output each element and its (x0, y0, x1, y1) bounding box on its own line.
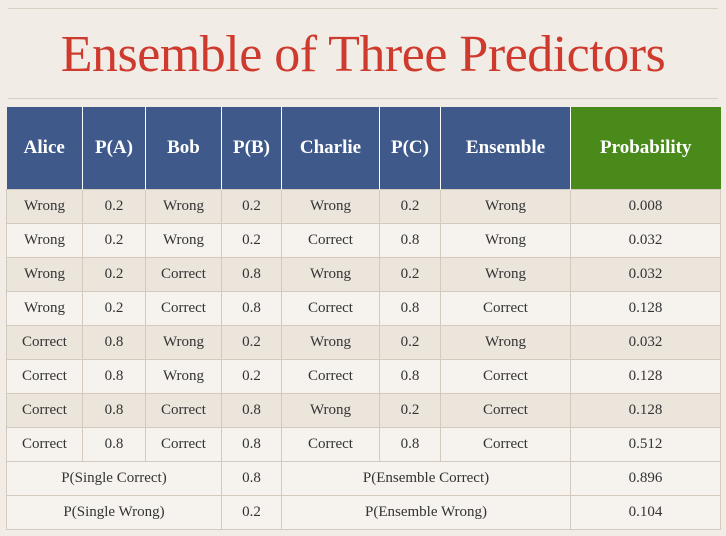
table-cell: 0.2 (221, 223, 282, 258)
table-row: Wrong 0.2 Wrong 0.2 Wrong 0.2 Wrong 0.008 (6, 189, 721, 224)
ensemble-wrong-value: 0.104 (570, 495, 721, 530)
table-cell: 0.2 (379, 189, 441, 224)
ensemble-wrong-label: P(Ensemble Wrong) (281, 495, 571, 530)
table-cell: Wrong (145, 189, 222, 224)
table-cell: 0.8 (221, 257, 282, 292)
table-cell: 0.8 (82, 427, 146, 462)
table-cell: Wrong (281, 325, 380, 360)
table-cell: 0.032 (570, 325, 721, 360)
table-row: Correct 0.8 Wrong 0.2 Correct 0.8 Correct 0.128 (6, 359, 721, 394)
table-row: Wrong 0.2 Correct 0.8 Correct 0.8 Correct 0.128 (6, 291, 721, 326)
table-cell: 0.8 (221, 393, 282, 428)
header-p-a: P(A) (82, 107, 146, 190)
title-divider (8, 98, 718, 99)
table-cell: 0.2 (221, 189, 282, 224)
table-cell: Wrong (440, 257, 571, 292)
table-cell: 0.8 (82, 393, 146, 428)
header-ensemble: Ensemble (440, 107, 571, 190)
table-cell: 0.2 (82, 257, 146, 292)
table-cell: Wrong (145, 359, 222, 394)
table-cell: 0.2 (82, 189, 146, 224)
header-probability: Probability (570, 107, 721, 190)
table-cell: 0.8 (82, 359, 146, 394)
table-cell: Correct (145, 291, 222, 326)
table-cell: Wrong (6, 189, 83, 224)
table-cell: Wrong (281, 257, 380, 292)
table-cell: 0.8 (379, 427, 441, 462)
header-row: Alice P(A) Bob P(B) Charlie P(C) Ensembl… (6, 107, 721, 190)
table-cell: Correct (281, 427, 380, 462)
single-correct-value: 0.8 (221, 461, 282, 496)
table-cell: Wrong (281, 189, 380, 224)
table-cell: 0.128 (570, 359, 721, 394)
table-cell: 0.2 (82, 291, 146, 326)
table-cell: Wrong (281, 393, 380, 428)
table-cell: Wrong (440, 189, 571, 224)
table-cell: Wrong (6, 223, 83, 258)
summary-row-wrong: P(Single Wrong) 0.2 P(Ensemble Wrong) 0.… (6, 495, 721, 530)
table-row: Correct 0.8 Wrong 0.2 Wrong 0.2 Wrong 0.032 (6, 325, 721, 360)
top-divider (8, 8, 718, 9)
header-p-c: P(C) (379, 107, 441, 190)
table-cell: 0.128 (570, 291, 721, 326)
table-cell: 0.032 (570, 223, 721, 258)
table-cell: 0.8 (379, 223, 441, 258)
table-row: Wrong 0.2 Wrong 0.2 Correct 0.8 Wrong 0.032 (6, 223, 721, 258)
table-cell: Wrong (145, 223, 222, 258)
table-cell: Correct (6, 427, 83, 462)
table-cell: Wrong (440, 223, 571, 258)
table-cell: 0.2 (379, 257, 441, 292)
table-cell: 0.2 (221, 359, 282, 394)
table-cell: 0.2 (379, 325, 441, 360)
table-row: Wrong 0.2 Correct 0.8 Wrong 0.2 Wrong 0.032 (6, 257, 721, 292)
header-alice: Alice (6, 107, 83, 190)
table-cell: Correct (6, 325, 83, 360)
header-p-b: P(B) (221, 107, 282, 190)
table-cell: 0.2 (379, 393, 441, 428)
header-charlie: Charlie (281, 107, 380, 190)
table-cell: 0.8 (379, 291, 441, 326)
table-cell: Wrong (6, 291, 83, 326)
table-cell: 0.8 (82, 325, 146, 360)
table-cell: Correct (145, 257, 222, 292)
table-cell: 0.2 (82, 223, 146, 258)
table-cell: Correct (281, 291, 380, 326)
table-row: Correct 0.8 Correct 0.8 Wrong 0.2 Correct 0.128 (6, 393, 721, 428)
table-cell: Wrong (6, 257, 83, 292)
table-cell: Correct (440, 393, 571, 428)
table-cell: 0.2 (221, 325, 282, 360)
table-cell: 0.008 (570, 189, 721, 224)
table-cell: Wrong (145, 325, 222, 360)
table-cell: 0.8 (379, 359, 441, 394)
table-cell: Wrong (440, 325, 571, 360)
table-cell: Correct (281, 223, 380, 258)
table-cell: Correct (281, 359, 380, 394)
summary-row-correct: P(Single Correct) 0.8 P(Ensemble Correct… (6, 461, 721, 496)
table-cell: Correct (145, 427, 222, 462)
probability-table: Alice P(A) Bob P(B) Charlie P(C) Ensembl… (6, 107, 721, 530)
ensemble-correct-label: P(Ensemble Correct) (281, 461, 571, 496)
table-cell: Correct (440, 359, 571, 394)
table-cell: Correct (440, 291, 571, 326)
table-cell: 0.128 (570, 393, 721, 428)
slide-title: Ensemble of Three Predictors (60, 26, 666, 83)
table-cell: 0.512 (570, 427, 721, 462)
table-cell: 0.8 (221, 291, 282, 326)
table-cell: 0.032 (570, 257, 721, 292)
single-wrong-label: P(Single Wrong) (6, 495, 222, 530)
table-cell: Correct (6, 393, 83, 428)
table-row: Correct 0.8 Correct 0.8 Correct 0.8 Correct 0.5… (6, 427, 721, 462)
single-correct-label: P(Single Correct) (6, 461, 222, 496)
header-bob: Bob (145, 107, 222, 190)
single-wrong-value: 0.2 (221, 495, 282, 530)
ensemble-correct-value: 0.896 (570, 461, 721, 496)
table-cell: Correct (6, 359, 83, 394)
table-cell: Correct (145, 393, 222, 428)
table-cell: 0.8 (221, 427, 282, 462)
table-cell: Correct (440, 427, 571, 462)
